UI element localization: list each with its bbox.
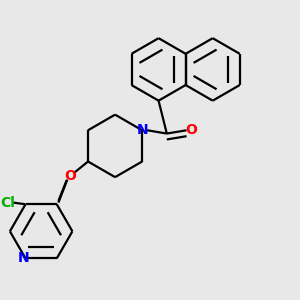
- Text: N: N: [136, 123, 148, 137]
- Text: O: O: [64, 169, 76, 183]
- Text: N: N: [18, 251, 30, 266]
- Text: Cl: Cl: [0, 196, 15, 210]
- Text: O: O: [185, 123, 197, 137]
